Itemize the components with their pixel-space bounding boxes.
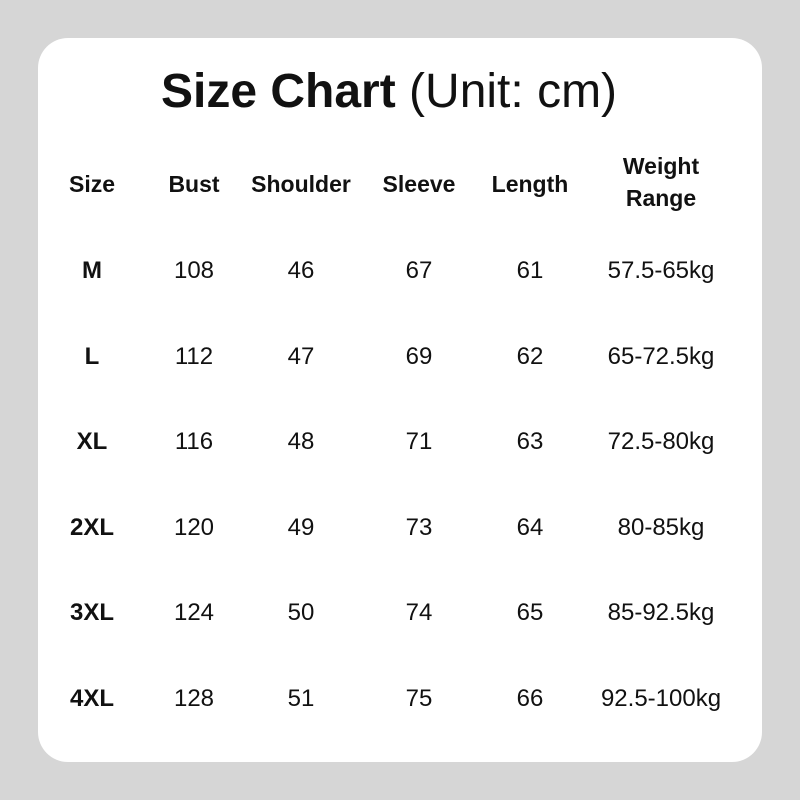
table-cell: 120 bbox=[173, 514, 215, 541]
table-cell: 49 bbox=[287, 514, 315, 541]
table-cell: 85-92.5kg bbox=[607, 599, 715, 626]
size-label: 3XL bbox=[69, 599, 115, 626]
table-cell: 64 bbox=[516, 514, 544, 541]
table-cell: 124 bbox=[173, 599, 215, 626]
column-header: Length bbox=[491, 171, 569, 197]
table-cell: 92.5-100kg bbox=[600, 685, 722, 712]
column-header: Weight Range bbox=[622, 153, 700, 211]
size-label: 4XL bbox=[69, 685, 115, 712]
title-main: Size Chart bbox=[160, 65, 396, 118]
table-cell: 65-72.5kg bbox=[607, 343, 715, 370]
table-cell: 46 bbox=[287, 257, 315, 284]
table-cell: 62 bbox=[516, 343, 544, 370]
size-label: 2XL bbox=[69, 514, 115, 541]
column-header: Shoulder bbox=[251, 171, 351, 197]
table-cell: 66 bbox=[516, 685, 544, 712]
table-cell: 128 bbox=[173, 685, 215, 712]
page-title: Size Chart (Unit: cm) bbox=[0, 64, 778, 119]
table-cell: 65 bbox=[516, 599, 544, 626]
table-cell: 47 bbox=[287, 343, 315, 370]
size-label: M bbox=[82, 257, 102, 284]
column-header: Size bbox=[68, 171, 116, 197]
table-cell: 61 bbox=[516, 257, 544, 284]
table-cell: 57.5-65kg bbox=[607, 257, 715, 284]
size-label: L bbox=[84, 343, 100, 370]
column-header: Sleeve bbox=[382, 171, 456, 197]
table-cell: 51 bbox=[287, 685, 315, 712]
table-cell: 116 bbox=[174, 428, 214, 455]
table-cell: 74 bbox=[405, 599, 433, 626]
column-header: Bust bbox=[168, 171, 220, 197]
table-cell: 73 bbox=[405, 514, 433, 541]
table-cell: 69 bbox=[405, 343, 433, 370]
size-chart-card bbox=[38, 38, 762, 762]
title-unit: (Unit: cm) bbox=[409, 65, 618, 118]
table-cell: 71 bbox=[405, 428, 433, 455]
table-cell: 72.5-80kg bbox=[607, 428, 715, 455]
table-cell: 48 bbox=[287, 428, 315, 455]
table-cell: 50 bbox=[287, 599, 315, 626]
table-cell: 75 bbox=[405, 685, 433, 712]
table-cell: 80-85kg bbox=[617, 514, 705, 541]
table-cell: 63 bbox=[516, 428, 544, 455]
table-cell: 67 bbox=[405, 257, 433, 284]
table-cell: 108 bbox=[173, 257, 215, 284]
table-cell: 112 bbox=[174, 343, 214, 370]
size-label: XL bbox=[76, 428, 108, 455]
